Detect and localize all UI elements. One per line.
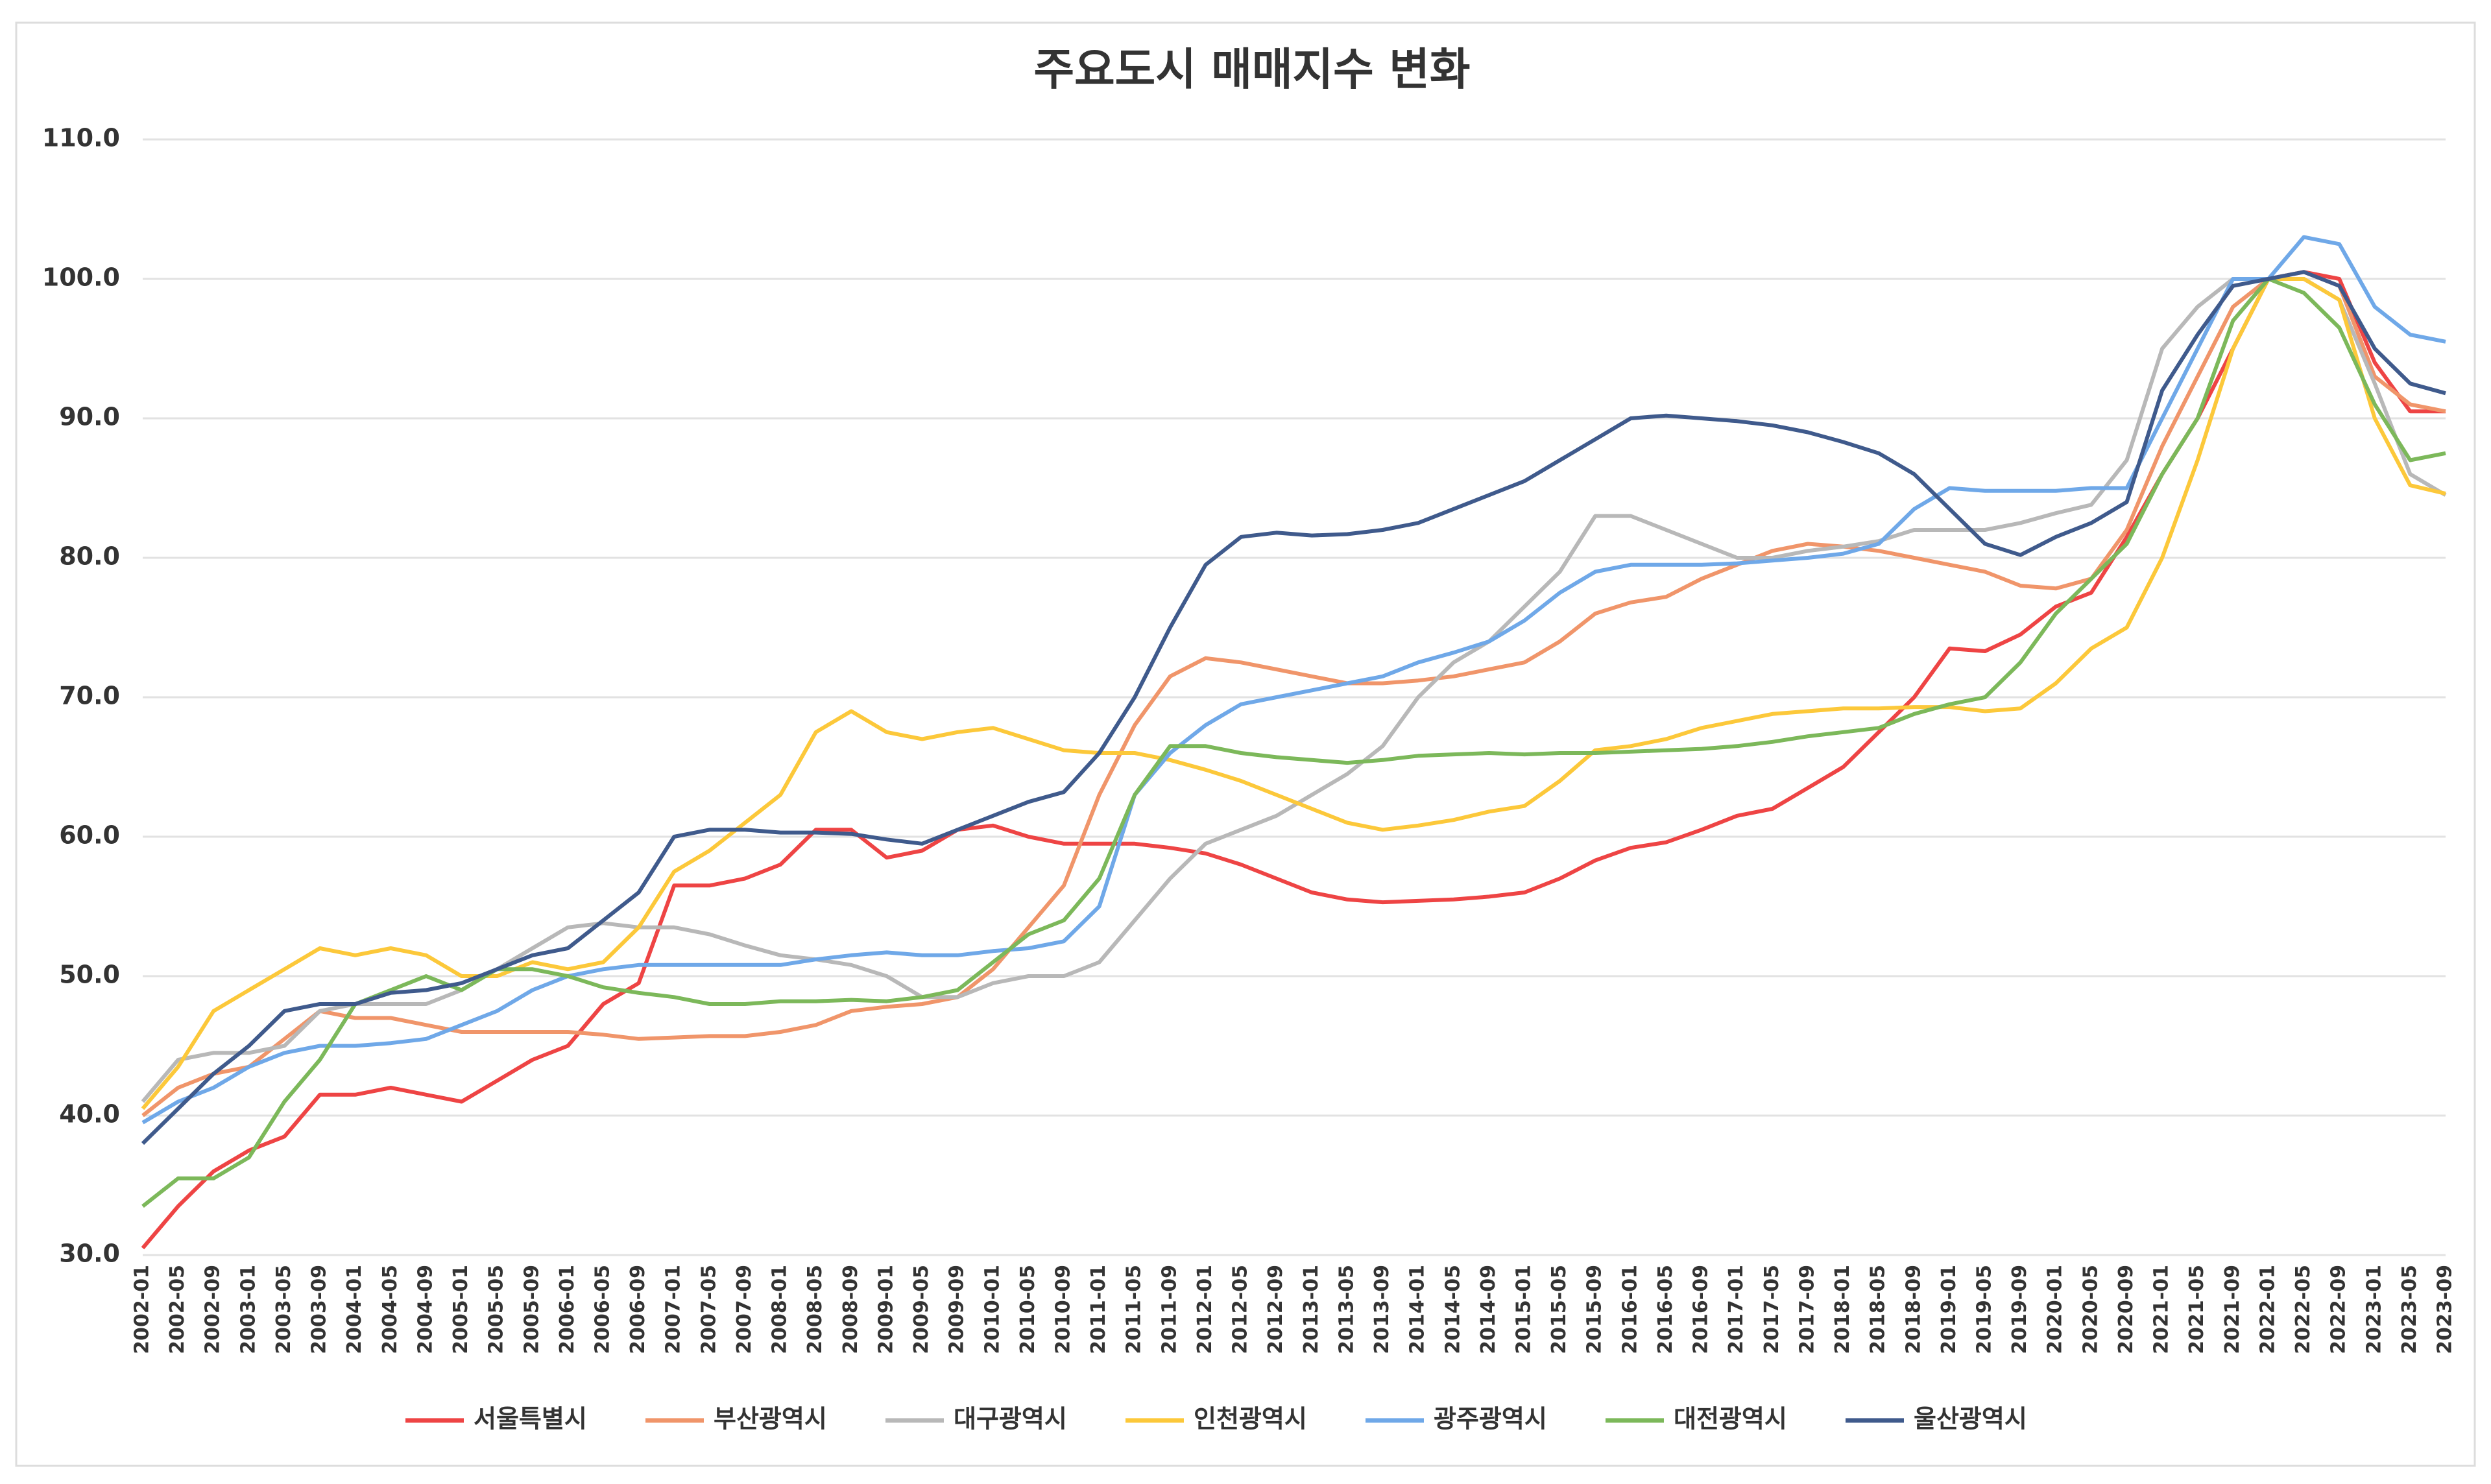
y-tick-label: 40.0: [59, 1100, 120, 1129]
x-tick-label: 2006-05: [592, 1265, 614, 1354]
y-tick-label: 60.0: [59, 821, 120, 850]
x-tick-label: 2010-09: [1052, 1265, 1075, 1354]
x-tick-label: 2018-09: [1902, 1265, 1925, 1354]
x-tick-label: 2004-09: [414, 1265, 437, 1354]
series-line: [141, 270, 2446, 1250]
x-tick-label: 2020-09: [2115, 1265, 2137, 1354]
chart-title: 주요도시 매매지수 변화: [1034, 45, 1471, 96]
y-tick-label: 50.0: [59, 961, 120, 989]
legend-label: 인천광역시: [1194, 1405, 1307, 1433]
x-tick-label: 2017-05: [1761, 1265, 1783, 1354]
legend-label: 대구광역시: [954, 1405, 1067, 1433]
x-tick-label: 2007-01: [662, 1265, 685, 1354]
x-tick-label: 2021-05: [2185, 1265, 2208, 1354]
x-tick-label: 2018-05: [1867, 1265, 1890, 1354]
x-tick-label: 2008-05: [804, 1265, 826, 1354]
series-line: [141, 270, 2446, 1145]
chart-border: [15, 21, 2476, 1467]
series-line: [141, 235, 2446, 1125]
x-tick-label: 2008-01: [769, 1265, 791, 1354]
x-tick-label: 2019-01: [1938, 1265, 1960, 1354]
x-tick-label: 2014-05: [1441, 1265, 1464, 1354]
x-tick-label: 2016-05: [1654, 1265, 1677, 1354]
x-tick-label: 2012-09: [1264, 1265, 1287, 1354]
x-tick-label: 2012-05: [1229, 1265, 1252, 1354]
x-tick-label: 2003-05: [272, 1265, 295, 1354]
x-tick-label: 2017-01: [1725, 1265, 1748, 1354]
x-tick-label: 2019-09: [2008, 1265, 2031, 1354]
x-tick-label: 2005-01: [450, 1265, 472, 1354]
x-tick-label: 2010-01: [981, 1265, 1004, 1354]
x-tick-label: 2009-01: [874, 1265, 897, 1354]
x-tick-label: 2003-01: [237, 1265, 259, 1354]
x-tick-label: 2009-09: [946, 1265, 969, 1354]
x-tick-label: 2023-09: [2434, 1265, 2457, 1354]
x-tick-label: 2013-01: [1300, 1265, 1323, 1354]
x-tick-label: 2007-09: [733, 1265, 756, 1354]
x-tick-label: 2023-05: [2398, 1265, 2421, 1354]
legend-label: 울산광역시: [1914, 1405, 2027, 1433]
x-tick-label: 2004-01: [343, 1265, 366, 1354]
x-tick-label: 2010-05: [1017, 1265, 1039, 1354]
y-tick-label: 110.0: [42, 124, 120, 152]
x-tick-label: 2021-01: [2150, 1265, 2173, 1354]
x-tick-label: 2008-09: [839, 1265, 862, 1354]
x-tick-label: 2022-09: [2328, 1265, 2350, 1354]
x-tick-label: 2015-05: [1548, 1265, 1570, 1354]
y-tick-label: 30.0: [59, 1239, 120, 1268]
x-tick-label: 2022-01: [2256, 1265, 2279, 1354]
x-tick-label: 2013-05: [1335, 1265, 1358, 1354]
x-tick-label: 2018-01: [1831, 1265, 1854, 1354]
x-tick-label: 2003-09: [308, 1265, 331, 1354]
x-tick-label: 2016-09: [1690, 1265, 1713, 1354]
x-tick-label: 2009-05: [910, 1265, 933, 1354]
x-tick-label: 2011-01: [1087, 1265, 1110, 1354]
x-tick-label: 2004-05: [379, 1265, 402, 1354]
y-tick-label: 100.0: [42, 263, 120, 292]
x-tick-label: 2020-05: [2079, 1265, 2102, 1354]
y-tick-label: 90.0: [59, 403, 120, 431]
y-tick-label: 80.0: [59, 542, 120, 571]
x-tick-label: 2002-09: [202, 1265, 224, 1354]
x-tick-label: 2021-09: [2221, 1265, 2244, 1354]
x-tick-label: 2002-01: [131, 1265, 154, 1354]
legend-label: 대전광역시: [1674, 1405, 1787, 1433]
x-tick-label: 2014-09: [1477, 1265, 1500, 1354]
x-tick-label: 2013-09: [1371, 1265, 1393, 1354]
x-tick-label: 2006-09: [627, 1265, 649, 1354]
x-tick-label: 2005-09: [520, 1265, 543, 1354]
legend-label: 광주광역시: [1434, 1405, 1547, 1433]
x-tick-label: 2020-01: [2044, 1265, 2067, 1354]
x-tick-label: 2012-01: [1194, 1265, 1216, 1354]
x-tick-label: 2023-01: [2363, 1265, 2385, 1354]
series-line: [141, 277, 2447, 1103]
x-tick-label: 2016-01: [1619, 1265, 1641, 1354]
legend-label: 서울특별시: [474, 1405, 587, 1433]
x-tick-label: 2019-05: [1973, 1265, 1996, 1354]
x-tick-label: 2007-05: [697, 1265, 720, 1354]
x-tick-label: 2014-01: [1406, 1265, 1429, 1354]
x-tick-label: 2022-05: [2292, 1265, 2315, 1354]
x-tick-label: 2006-01: [556, 1265, 579, 1354]
x-tick-label: 2015-01: [1513, 1265, 1535, 1354]
x-tick-label: 2011-09: [1158, 1265, 1181, 1354]
x-tick-label: 2005-05: [485, 1265, 508, 1354]
x-tick-label: 2011-05: [1123, 1265, 1146, 1354]
series-line: [141, 277, 2446, 1208]
legend-label: 부산광역시: [714, 1405, 827, 1433]
series-line: [141, 277, 2446, 1110]
x-tick-label: 2017-09: [1796, 1265, 1818, 1354]
y-tick-label: 70.0: [59, 682, 120, 710]
series-line: [141, 270, 2446, 1118]
x-tick-label: 2015-09: [1583, 1265, 1606, 1354]
x-tick-label: 2002-05: [166, 1265, 189, 1354]
